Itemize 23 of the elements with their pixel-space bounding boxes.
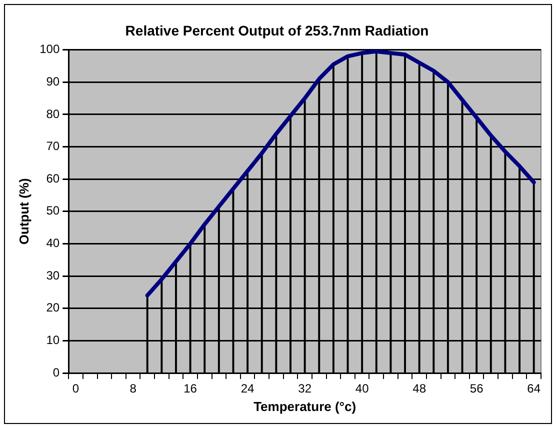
y-tick-label: 70 (46, 139, 60, 154)
y-tick-label: 40 (46, 236, 60, 250)
x-axis-title: Temperature (°c) (254, 398, 356, 414)
y-tick-label: 50 (46, 204, 60, 218)
y-tick-label: 20 (46, 300, 60, 315)
y-tick-label: 30 (46, 268, 60, 282)
x-tick-label: 56 (470, 382, 484, 396)
x-tick-label: 64 (527, 382, 541, 396)
y-tick-label: 10 (46, 332, 60, 347)
x-tick-label: 16 (184, 382, 198, 396)
chart-title: Relative Percent Output of 253.7nm Radiation (125, 22, 429, 38)
y-tick-label: 90 (46, 74, 60, 88)
x-tick-label: 48 (412, 382, 426, 396)
y-tick-label: 0 (52, 365, 60, 380)
x-tick-label: 8 (130, 382, 137, 396)
y-tick-label: 100 (40, 42, 60, 56)
x-tick-label: 32 (298, 382, 312, 396)
x-tick-label: 40 (355, 382, 370, 396)
y-tick-label: 80 (46, 106, 60, 121)
y-axis-title: Output (%) (16, 178, 32, 245)
x-tick-label: 0 (72, 382, 80, 396)
x-tick-label: 24 (240, 382, 255, 396)
y-tick-label: 60 (46, 171, 60, 186)
